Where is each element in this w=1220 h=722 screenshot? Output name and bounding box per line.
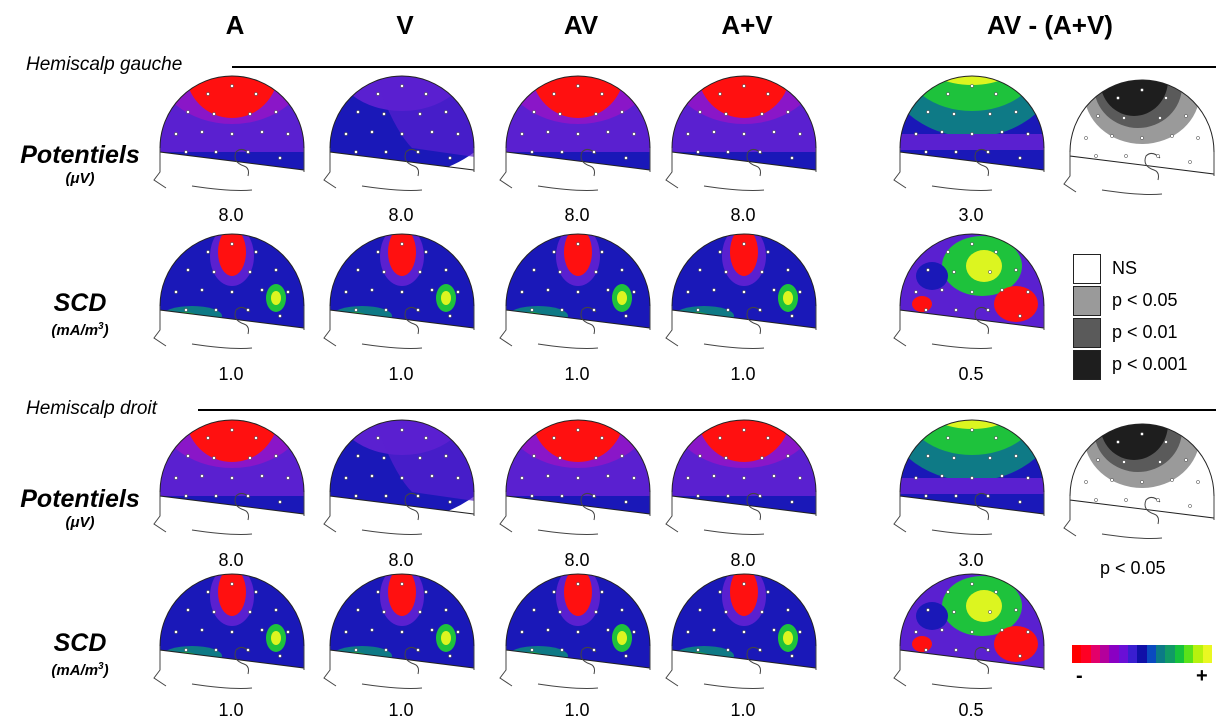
colorbar-step — [1155, 645, 1166, 663]
scalp-map-right-pot-0 — [152, 412, 312, 548]
scalp-map-left-pot-2 — [498, 68, 658, 204]
scale-value: 1.0 — [218, 364, 244, 384]
column-header-av: AV — [563, 10, 599, 40]
scale-value: 1.0 — [218, 700, 244, 720]
scalp-map-right-pot-3 — [664, 412, 824, 548]
row-label-text: Potentiels — [20, 485, 140, 513]
colorbar-step — [1109, 645, 1119, 663]
scale-value: 1.0 — [564, 364, 590, 384]
scale-value: 0.5 — [958, 364, 984, 384]
scale-value: 8.0 — [730, 205, 756, 225]
scalp-map-right-scd-2 — [498, 566, 658, 702]
scale-value: 8.0 — [730, 550, 756, 570]
row-label-text: SCD — [53, 289, 107, 317]
colorbar-step — [1137, 645, 1147, 663]
scale-value: 8.0 — [218, 205, 244, 225]
scalp-map-right-pot-2 — [498, 412, 658, 548]
colorbar-step — [1202, 645, 1212, 663]
row-label-text: SCD — [53, 629, 107, 657]
colorbar-step — [1165, 645, 1175, 663]
scale-value: 8.0 — [564, 550, 590, 570]
scale-value: 8.0 — [218, 550, 244, 570]
scale-value: 3.0 — [958, 205, 984, 225]
scalp-map-left-pot-3 — [664, 68, 824, 204]
column-header-a-plus-v: A+V — [721, 10, 773, 40]
scalp-map-right-pot-4 — [892, 412, 1052, 548]
scalp-map-left-scd-0 — [152, 226, 312, 362]
colorbar — [1072, 645, 1212, 663]
scale-value: 1.0 — [730, 700, 756, 720]
colorbar-step — [1146, 645, 1156, 663]
scalp-map-right-pot-5 — [1062, 416, 1220, 552]
scale-value: 1.0 — [388, 364, 414, 384]
colorbar-step — [1072, 645, 1082, 663]
scalp-map-left-scd-3 — [664, 226, 824, 362]
row-label-unit: (μV) — [65, 514, 95, 531]
scalp-map-left-scd-2 — [498, 226, 658, 362]
section-rule-left — [232, 66, 1216, 68]
colorbar-step — [1081, 645, 1091, 663]
scalp-map-right-scd-0 — [152, 566, 312, 702]
colorbar-max-label: + — [1196, 665, 1208, 687]
colorbar-min-label: - — [1076, 665, 1083, 687]
column-header-v: V — [396, 10, 414, 40]
scale-value: 8.0 — [388, 550, 414, 570]
column-header-difference: AV - (A+V) — [987, 10, 1113, 40]
colorbar-step — [1174, 645, 1184, 663]
scale-value: 8.0 — [388, 205, 414, 225]
row-label-text: Potentiels — [20, 141, 140, 169]
scale-value: 8.0 — [564, 205, 590, 225]
colorbar-step — [1127, 645, 1138, 663]
legend-swatch-p01 — [1073, 318, 1101, 348]
section-rule-right — [198, 409, 1216, 411]
row-label-potentials-right: Potentiels (μV) — [0, 484, 160, 532]
colorbar-step — [1118, 645, 1128, 663]
column-header-a: A — [225, 10, 245, 40]
row-label-unit: (μV) — [65, 170, 95, 187]
row-label-potentials-left: Potentiels (μV) — [0, 140, 160, 188]
scale-value: 1.0 — [564, 700, 590, 720]
scale-value: 1.0 — [730, 364, 756, 384]
section-left-hemiscalp: Hemiscalp gauche — [26, 54, 183, 75]
row-label-scd-right: SCD (mA/m3) — [0, 628, 160, 680]
legend-swatch-p05 — [1073, 286, 1101, 316]
row-label-unit: (mA/m3) — [51, 661, 109, 679]
scale-value: 1.0 — [388, 700, 414, 720]
scale-value: 0.5 — [958, 700, 984, 720]
scalp-map-right-scd-3 — [664, 566, 824, 702]
colorbar-step — [1183, 645, 1194, 663]
legend-swatch-ns — [1073, 254, 1101, 284]
scalp-map-left-pot-1 — [322, 68, 482, 204]
colorbar-step — [1090, 645, 1100, 663]
scalp-map-left-pot-5 — [1062, 72, 1220, 208]
scalp-map-left-scd-1 — [322, 226, 482, 362]
legend-label-ns: NS — [1112, 258, 1138, 278]
legend-label-p01: p < 0.01 — [1112, 322, 1178, 342]
row-label-unit: (mA/m3) — [51, 321, 109, 339]
row-label-scd-left: SCD (mA/m3) — [0, 288, 160, 340]
scalp-map-right-scd-4 — [892, 566, 1052, 702]
scalp-map-left-pot-0 — [152, 68, 312, 204]
scalp-map-right-scd-1 — [322, 566, 482, 702]
legend-swatch-p001 — [1073, 350, 1101, 380]
colorbar-step — [1193, 645, 1203, 663]
scalp-map-left-scd-4 — [892, 226, 1052, 362]
section-right-hemiscalp: Hemiscalp droit — [26, 398, 157, 419]
legend-label-p05: p < 0.05 — [1112, 290, 1178, 310]
scalp-map-left-pot-4 — [892, 68, 1052, 204]
colorbar-step — [1099, 645, 1110, 663]
significance-note: p < 0.05 — [1100, 558, 1166, 578]
legend-label-p001: p < 0.001 — [1112, 354, 1188, 374]
scale-value: 3.0 — [958, 550, 984, 570]
scalp-map-right-pot-1 — [322, 412, 482, 548]
